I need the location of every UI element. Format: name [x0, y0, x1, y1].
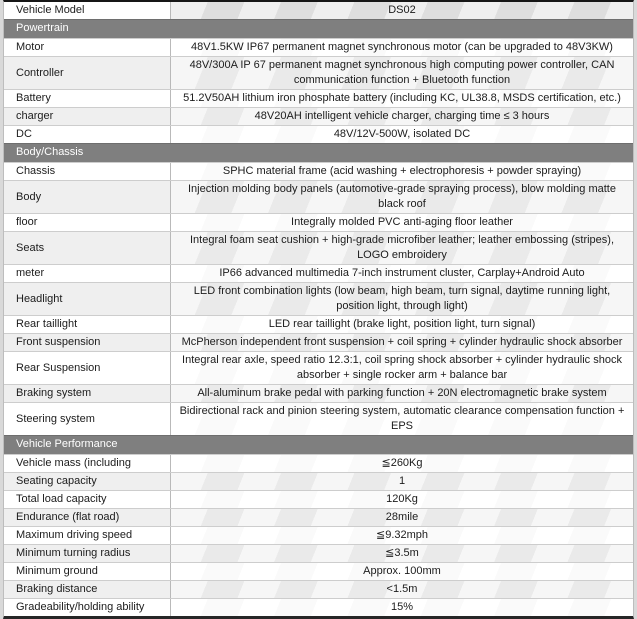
- spec-value: 28mile: [170, 509, 633, 526]
- spec-label: Minimum turning radius: [16, 547, 131, 559]
- spec-value: 48V20AH intelligent vehicle charger, cha…: [170, 108, 633, 125]
- table-row-controller: Controller 48V/300A IP 67 permanent magn…: [4, 56, 633, 89]
- spec-label: Body: [16, 190, 42, 203]
- spec-label: Vehicle Model: [16, 4, 85, 16]
- spec-label: meter: [16, 267, 45, 279]
- section-body-chassis: Body/Chassis Chassis SPHC material frame…: [4, 143, 633, 435]
- spec-value: Injection molding body panels (automotiv…: [170, 181, 633, 213]
- spec-label: Chassis: [16, 165, 56, 177]
- section-powertrain: Powertrain Motor 48V1.5KW IP67 permanent…: [4, 19, 633, 143]
- spec-value: ≦9.32mph: [170, 527, 633, 544]
- spec-label: Endurance (flat road): [16, 511, 120, 523]
- table-row-floor: floor Integrally molded PVC anti-aging f…: [4, 213, 633, 231]
- spec-label: Maximum driving speed: [16, 529, 133, 541]
- spec-value: Approx. 100mm: [170, 563, 633, 580]
- table-row-vehicle-model: Vehicle Model DS02: [4, 2, 633, 19]
- section-rows: Motor 48V1.5KW IP67 permanent magnet syn…: [4, 38, 633, 143]
- spec-label: Rear Suspension: [16, 361, 101, 374]
- spec-value: 48V1.5KW IP67 permanent magnet synchrono…: [170, 39, 633, 56]
- spec-label: Vehicle mass (including: [16, 457, 131, 469]
- table-row-vehicle-mass: Vehicle mass (including ≦260Kg: [4, 454, 633, 472]
- table-row-battery: Battery 51.2V50AH lithium iron phosphate…: [4, 89, 633, 107]
- table-row-minimum-ground: Minimum ground Approx. 100mm: [4, 562, 633, 580]
- table-row-charger: charger 48V20AH intelligent vehicle char…: [4, 107, 633, 125]
- spec-label: Braking system: [16, 387, 92, 399]
- spec-label: Gradeability/holding ability: [16, 601, 145, 613]
- spec-value: SPHC material frame (acid washing + elec…: [170, 163, 633, 180]
- table-row-meter: meter IP66 advanced multimedia 7-inch in…: [4, 264, 633, 282]
- spec-label: Seats: [16, 241, 45, 254]
- table-row-seats: Seats Integral foam seat cushion + high-…: [4, 231, 633, 264]
- table-row-braking-distance: Braking distance <1.5m: [4, 580, 633, 598]
- spec-value: Bidirectional rack and pinion steering s…: [170, 403, 633, 435]
- table-row-total-load-capacity: Total load capacity 120Kg: [4, 490, 633, 508]
- section-rows: Vehicle mass (including ≦260Kg Seating c…: [4, 454, 633, 616]
- section-header-vehicle-performance: Vehicle Performance: [4, 435, 633, 454]
- spec-value: ≦3.5m: [170, 545, 633, 562]
- section-header-body-chassis: Body/Chassis: [4, 143, 633, 162]
- spec-value: 51.2V50AH lithium iron phosphate battery…: [170, 90, 633, 107]
- table-row-endurance: Endurance (flat road) 28mile: [4, 508, 633, 526]
- table-row-maximum-driving-speed: Maximum driving speed ≦9.32mph: [4, 526, 633, 544]
- spec-value: All-aluminum brake pedal with parking fu…: [170, 385, 633, 402]
- spec-value: 120Kg: [170, 491, 633, 508]
- spec-label: Headlight: [16, 292, 63, 305]
- table-row-gradeability: Gradeability/holding ability 15%: [4, 598, 633, 616]
- spec-value: IP66 advanced multimedia 7-inch instrume…: [170, 265, 633, 282]
- spec-value: Integral rear axle, speed ratio 12.3:1, …: [170, 352, 633, 384]
- spec-value: 48V/12V-500W, isolated DC: [170, 126, 633, 143]
- spec-label: Motor: [16, 41, 45, 53]
- spec-value: 15%: [170, 599, 633, 616]
- section-vehicle-performance: Vehicle Performance Vehicle mass (includ…: [4, 435, 633, 616]
- spec-label: DC: [16, 128, 32, 140]
- spec-value: <1.5m: [170, 581, 633, 598]
- table-row-minimum-turning-radius: Minimum turning radius ≦3.5m: [4, 544, 633, 562]
- spec-value: 1: [170, 473, 633, 490]
- table-row-motor: Motor 48V1.5KW IP67 permanent magnet syn…: [4, 38, 633, 56]
- spec-label: Front suspension: [16, 336, 101, 348]
- table-row-braking-system: Braking system All-aluminum brake pedal …: [4, 384, 633, 402]
- table-row-front-suspension: Front suspension McPherson independent f…: [4, 333, 633, 351]
- spec-value: ≦260Kg: [170, 455, 633, 472]
- spec-label: floor: [16, 216, 38, 228]
- spec-label: Braking distance: [16, 583, 98, 595]
- table-row-dc: DC 48V/12V-500W, isolated DC: [4, 125, 633, 143]
- spec-label: Steering system: [16, 412, 95, 425]
- section-rows: Chassis SPHC material frame (acid washin…: [4, 162, 633, 435]
- table-row-seating-capacity: Seating capacity 1: [4, 472, 633, 490]
- spec-label: Rear taillight: [16, 318, 78, 330]
- spec-label: Battery: [16, 92, 51, 104]
- spec-label: Total load capacity: [16, 493, 107, 505]
- spec-label: charger: [16, 110, 54, 122]
- spec-label: Controller: [16, 66, 64, 79]
- spec-value: Integrally molded PVC anti-aging floor l…: [170, 214, 633, 231]
- vehicle-spec-table: Vehicle Model DS02 Powertrain Motor 48V1…: [3, 0, 634, 619]
- spec-label: Minimum ground: [16, 565, 98, 577]
- spec-value: McPherson independent front suspension +…: [170, 334, 633, 351]
- table-row-headlight: Headlight LED front combination lights (…: [4, 282, 633, 315]
- spec-value: DS02: [170, 2, 633, 19]
- spec-value: 48V/300A IP 67 permanent magnet synchron…: [170, 57, 633, 89]
- spec-label: Seating capacity: [16, 475, 97, 487]
- table-row-chassis: Chassis SPHC material frame (acid washin…: [4, 162, 633, 180]
- section-header-powertrain: Powertrain: [4, 19, 633, 38]
- table-row-rear-suspension: Rear Suspension Integral rear axle, spee…: [4, 351, 633, 384]
- spec-value: LED rear taillight (brake light, positio…: [170, 316, 633, 333]
- table-row-body: Body Injection molding body panels (auto…: [4, 180, 633, 213]
- table-row-steering-system: Steering system Bidirectional rack and p…: [4, 402, 633, 435]
- spec-value: LED front combination lights (low beam, …: [170, 283, 633, 315]
- spec-value: Integral foam seat cushion + high-grade …: [170, 232, 633, 264]
- table-row-rear-taillight: Rear taillight LED rear taillight (brake…: [4, 315, 633, 333]
